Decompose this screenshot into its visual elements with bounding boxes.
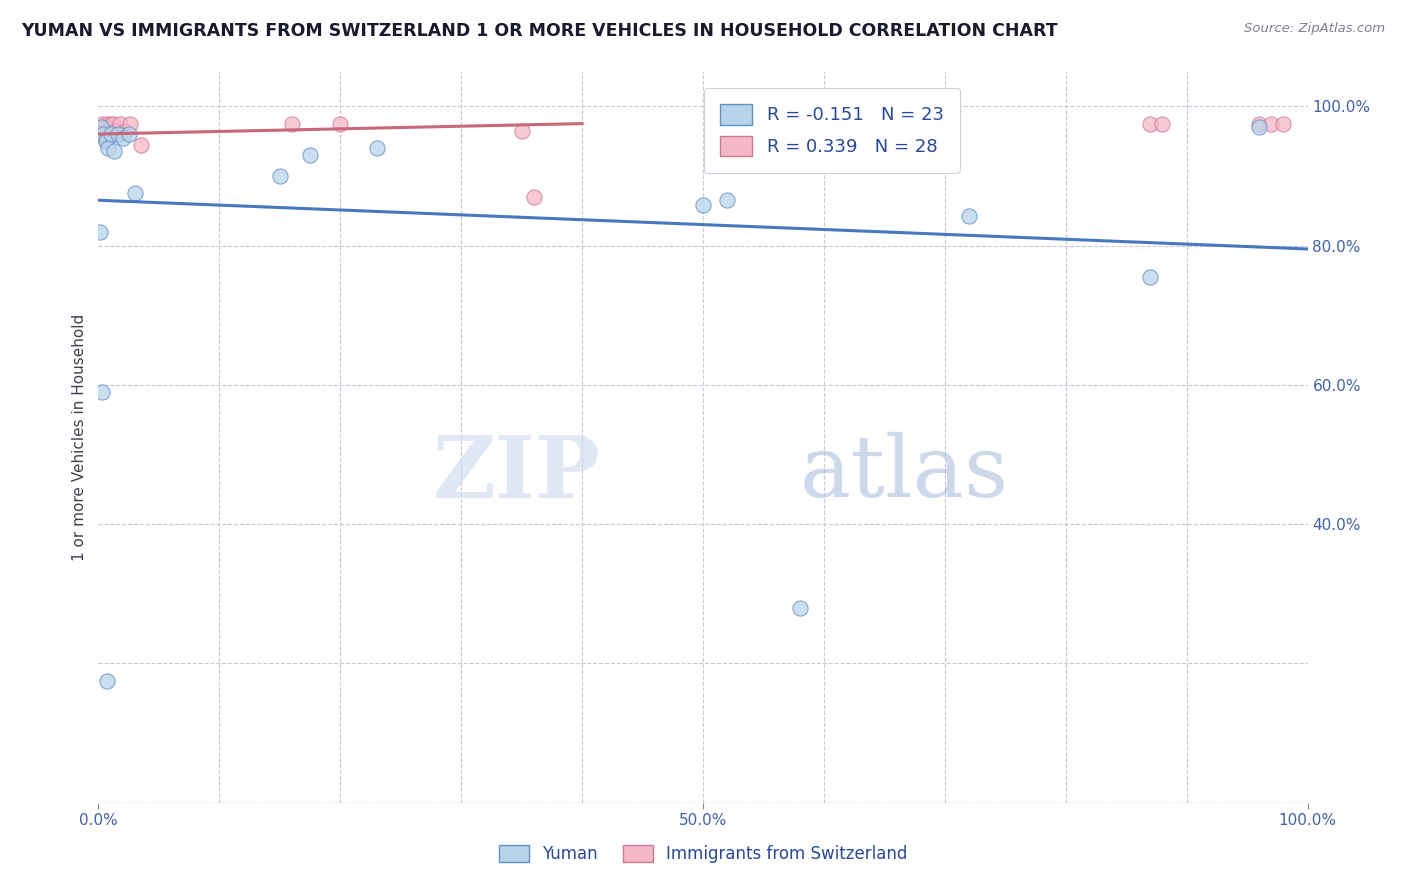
Point bbox=[789, 600, 811, 615]
Point bbox=[104, 123, 127, 137]
Point bbox=[93, 123, 115, 137]
Point bbox=[366, 141, 388, 155]
Point bbox=[91, 117, 114, 131]
Text: Source: ZipAtlas.com: Source: ZipAtlas.com bbox=[1244, 22, 1385, 36]
Point bbox=[1139, 117, 1161, 131]
Point bbox=[91, 127, 114, 141]
Point bbox=[281, 117, 304, 131]
Point bbox=[107, 127, 129, 141]
Point bbox=[103, 145, 125, 159]
Legend: R = -0.151   N = 23, R = 0.339   N = 28: R = -0.151 N = 23, R = 0.339 N = 28 bbox=[703, 87, 960, 173]
Point bbox=[96, 117, 118, 131]
Point bbox=[124, 186, 146, 201]
Point bbox=[1272, 117, 1295, 131]
Point bbox=[111, 130, 134, 145]
Point bbox=[1139, 269, 1161, 284]
Legend: Yuman, Immigrants from Switzerland: Yuman, Immigrants from Switzerland bbox=[489, 835, 917, 873]
Y-axis label: 1 or more Vehicles in Household: 1 or more Vehicles in Household bbox=[72, 313, 87, 561]
Point bbox=[1152, 117, 1174, 131]
Point bbox=[90, 120, 112, 134]
Point bbox=[91, 384, 114, 399]
Point bbox=[329, 117, 352, 131]
Point bbox=[97, 123, 120, 137]
Point bbox=[1249, 117, 1271, 131]
Point bbox=[94, 134, 117, 148]
Point bbox=[96, 673, 118, 688]
Point bbox=[107, 127, 129, 141]
Point bbox=[269, 169, 291, 183]
Point bbox=[101, 117, 124, 131]
Point bbox=[957, 209, 980, 223]
Point bbox=[114, 123, 136, 137]
Point bbox=[90, 120, 112, 134]
Point bbox=[299, 148, 322, 162]
Point bbox=[523, 190, 546, 204]
Text: ZIP: ZIP bbox=[433, 432, 600, 516]
Point bbox=[716, 193, 738, 207]
Point bbox=[91, 127, 114, 141]
Text: atlas: atlas bbox=[800, 432, 1010, 516]
Point bbox=[98, 127, 121, 141]
Point bbox=[97, 141, 120, 155]
Point bbox=[1260, 117, 1282, 131]
Point bbox=[94, 134, 117, 148]
Point bbox=[100, 127, 122, 141]
Point bbox=[118, 117, 141, 131]
Point bbox=[89, 225, 111, 239]
Point bbox=[692, 198, 714, 212]
Point bbox=[510, 123, 533, 137]
Point bbox=[100, 117, 122, 131]
Point bbox=[118, 127, 141, 141]
Text: YUMAN VS IMMIGRANTS FROM SWITZERLAND 1 OR MORE VEHICLES IN HOUSEHOLD CORRELATION: YUMAN VS IMMIGRANTS FROM SWITZERLAND 1 O… bbox=[21, 22, 1057, 40]
Point bbox=[129, 137, 152, 152]
Point bbox=[89, 127, 111, 141]
Point bbox=[1249, 120, 1271, 134]
Point bbox=[108, 117, 131, 131]
